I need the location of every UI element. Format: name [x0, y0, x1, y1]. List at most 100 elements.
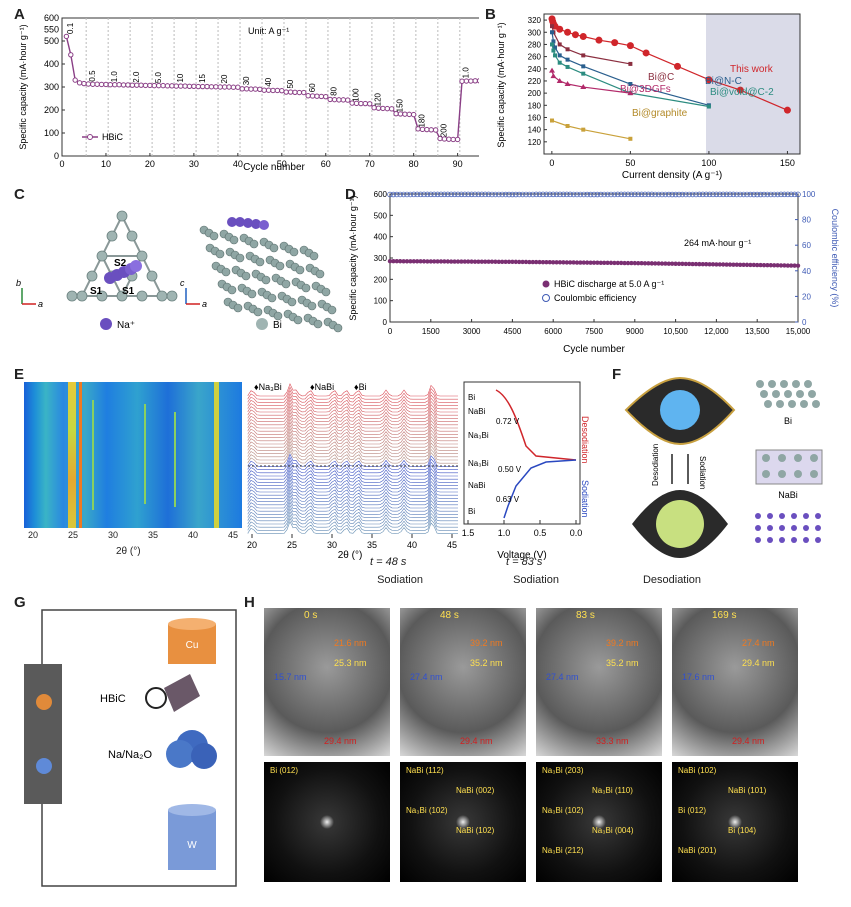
x-tick-label: 30	[327, 540, 337, 550]
data-point	[252, 86, 259, 92]
y-tick-label: 200	[528, 89, 542, 98]
ce-point	[387, 191, 393, 198]
xrd-pattern-line	[247, 472, 458, 486]
svg-text:NaBi: NaBi	[468, 407, 486, 416]
data-point	[340, 97, 347, 103]
data-point	[581, 127, 586, 132]
ce-point	[547, 191, 553, 198]
x-tick-label: 50	[277, 159, 287, 169]
rate-label: 120	[374, 92, 383, 106]
rate-label: 180	[418, 114, 427, 128]
capacity-point	[530, 259, 535, 265]
data-point	[611, 39, 619, 47]
y-tick-label: 160	[528, 113, 542, 122]
capacity-point	[663, 261, 668, 266]
frame-time-label: 169 s	[712, 610, 737, 621]
bi-atom	[800, 400, 808, 408]
ce-point	[557, 191, 563, 198]
label-na-na2o: Na/Na₂O	[108, 749, 152, 761]
capacity-point	[636, 260, 641, 266]
data-point	[595, 36, 603, 44]
ce-point	[747, 191, 754, 198]
ce-point	[713, 191, 720, 198]
na-atom	[767, 537, 773, 543]
panel-letter-f: F	[612, 366, 622, 383]
bi-atom	[760, 390, 768, 398]
svg-text:a: a	[202, 299, 207, 309]
ce-point	[472, 191, 478, 198]
data-point	[628, 136, 633, 141]
data-point	[557, 53, 562, 58]
capacity-point	[520, 259, 525, 265]
bi-atom	[66, 290, 78, 302]
series-label-bi-graphite: Bi@graphite	[632, 108, 688, 119]
x-tick-label: 0.5	[534, 528, 547, 538]
ce-point	[751, 191, 757, 198]
data-point	[72, 77, 78, 83]
saed-ring-label: NaBi (102)	[678, 766, 717, 775]
data-point	[120, 82, 127, 88]
data-point	[68, 52, 74, 58]
data-point	[550, 118, 555, 123]
capacity-point	[452, 259, 457, 264]
ce-point	[489, 191, 495, 198]
contour-peak-strong	[79, 382, 82, 528]
sodiation-curve	[503, 459, 577, 519]
capacity-point	[612, 260, 617, 266]
na-atom	[755, 525, 761, 531]
data-point	[217, 84, 223, 90]
na-atom	[779, 525, 785, 531]
xrd-pattern-line	[247, 504, 458, 518]
capacity-point	[772, 263, 777, 268]
ce-point	[428, 191, 434, 198]
rate-label: 60	[308, 83, 317, 92]
ce-point	[683, 191, 689, 198]
chart-a-xlabel: Cycle number	[243, 162, 305, 172]
ce-point	[621, 191, 628, 198]
e-left-tick-label: 40	[188, 530, 199, 540]
positive-terminal	[36, 694, 52, 710]
x-tick-label: 50	[625, 158, 635, 168]
xrd-pattern-line	[247, 495, 458, 509]
na-atom	[767, 525, 773, 531]
rate-label: 10	[176, 73, 185, 82]
series-line	[551, 70, 631, 94]
series-line	[551, 119, 631, 140]
capacity-point	[469, 259, 474, 264]
x-tick-label: 80	[409, 159, 419, 169]
capacity-point	[785, 263, 790, 268]
y-tick-label: 300	[374, 254, 388, 263]
ce-point	[737, 191, 743, 198]
e-legend-bi: ♦Bi	[354, 382, 367, 392]
desodiation-curve	[495, 389, 577, 461]
saed-pattern	[400, 762, 526, 882]
data-point	[147, 82, 153, 89]
capacity-point	[578, 260, 583, 265]
x-tick-label: 0	[59, 159, 64, 169]
chart-d-ylabel-2: Coulombic efficiency (%)	[830, 209, 840, 308]
label-w: W	[187, 840, 197, 851]
xrd-pattern-line	[247, 437, 458, 451]
chart-b-ylabel: Specific capacity (mA·hour g⁻¹)	[496, 22, 506, 147]
capacity-point	[727, 262, 733, 267]
capacity-point	[591, 260, 597, 265]
bi-atom	[221, 267, 231, 277]
bi-atom	[255, 257, 265, 267]
na-atom	[791, 537, 797, 543]
data-point	[454, 136, 461, 143]
data-point	[292, 89, 298, 95]
capacity-point	[639, 261, 644, 266]
rate-label: 100	[352, 88, 361, 102]
ce-point	[754, 191, 760, 198]
xrd-pattern-line	[247, 507, 458, 522]
chart-a: 0 10 20 30 40 50 60 70 80 90 0 100 200 300 400 500 600 55…	[18, 13, 479, 172]
capacity-point	[649, 261, 654, 266]
label-hbic: HBiC	[100, 693, 126, 705]
data-point	[345, 97, 351, 103]
ce-point	[523, 191, 529, 198]
xrd-pattern-line	[247, 408, 458, 422]
ce-point	[723, 191, 730, 198]
ce-point	[672, 191, 679, 198]
tem-image	[400, 608, 526, 756]
data-point	[270, 87, 276, 94]
